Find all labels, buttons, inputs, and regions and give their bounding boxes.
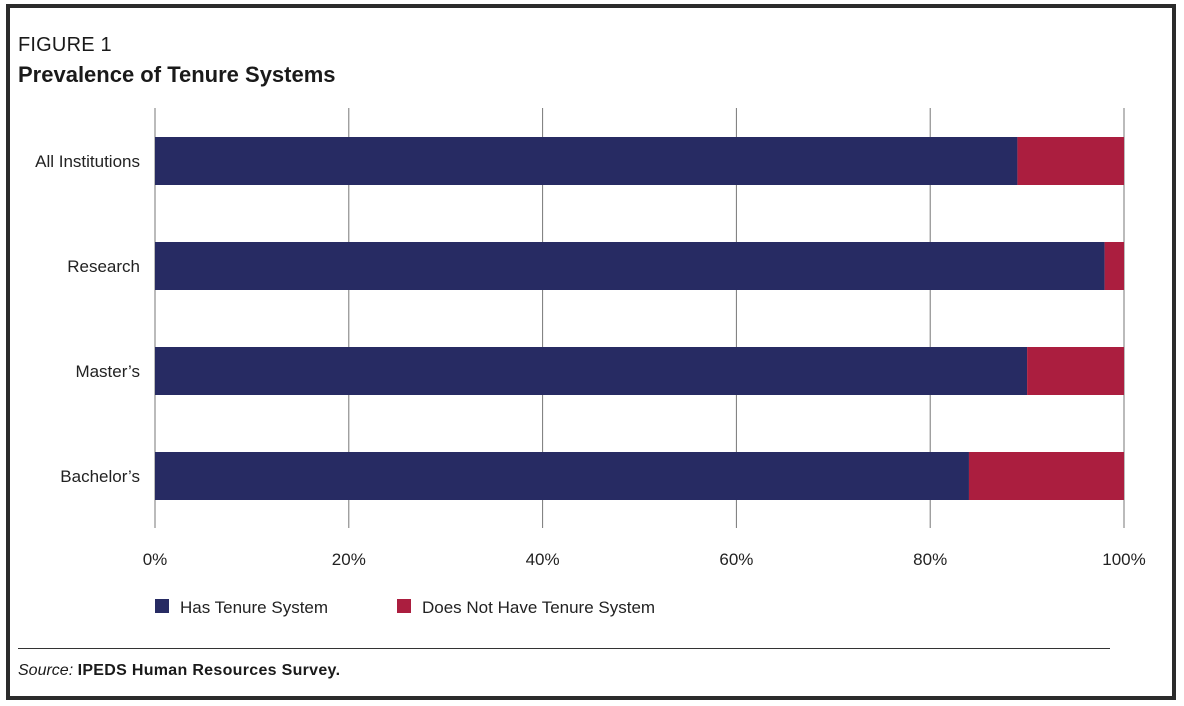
bar-has-tenure [155,242,1105,290]
x-tick-label: 60% [719,550,753,569]
source-divider [18,648,1110,649]
bar-has-tenure [155,452,969,500]
x-tick-label: 0% [143,550,168,569]
x-tick-label: 100% [1102,550,1145,569]
source-label: Source: [18,662,74,679]
legend-swatch-has-tenure [155,599,169,613]
category-label: Research [67,257,140,276]
legend-label: Does Not Have Tenure System [422,598,655,617]
x-tick-label: 20% [332,550,366,569]
figure-label: FIGURE 1 [18,34,112,56]
category-label: Master’s [75,362,140,381]
bar-no-tenure [1027,347,1124,395]
bar-no-tenure [1017,137,1124,185]
bar-has-tenure [155,347,1028,395]
source-note: Source: IPEDS Human Resources Survey. [18,662,340,680]
source-text: IPEDS Human Resources Survey. [77,662,341,679]
x-tick-label: 40% [526,550,560,569]
figure-title: Prevalence of Tenure Systems [18,62,336,87]
bar-has-tenure [155,137,1018,185]
category-label: All Institutions [35,152,140,171]
legend-swatch-no-tenure [397,599,411,613]
legend-label: Has Tenure System [180,598,328,617]
x-tick-label: 80% [913,550,947,569]
bar-no-tenure [1104,242,1124,290]
bar-no-tenure [968,452,1124,500]
category-label: Bachelor’s [60,467,140,486]
